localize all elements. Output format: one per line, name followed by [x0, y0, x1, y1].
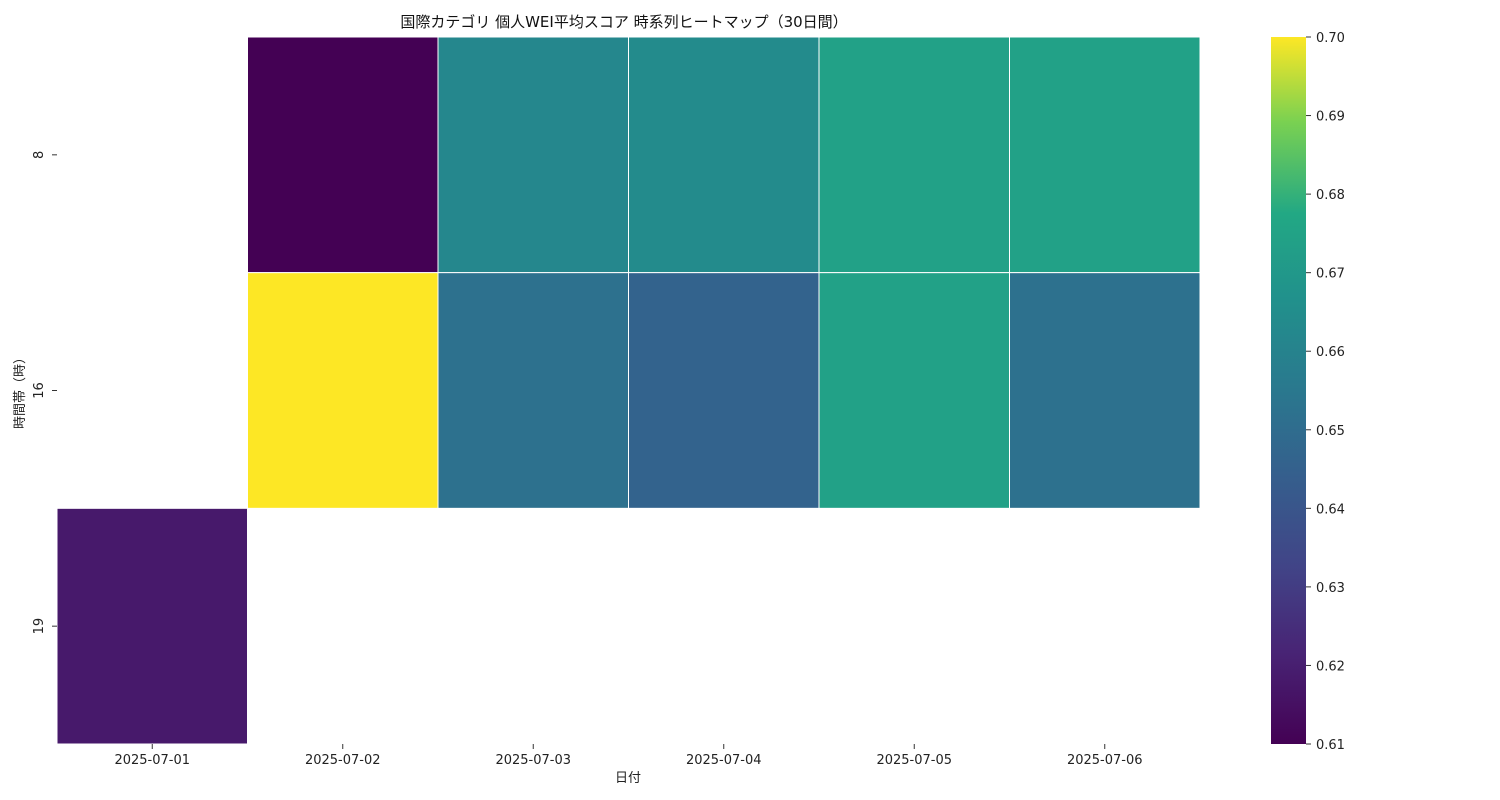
heatmap-cell [247, 272, 439, 509]
colorbar-gradient [1271, 37, 1306, 744]
heatmap-cell [56, 507, 248, 745]
heatmap-cell [1009, 36, 1201, 274]
heatmap-cell [818, 36, 1010, 274]
heatmap-cell [628, 36, 820, 274]
colorbar-tick-label: 0.68 [1316, 188, 1345, 203]
x-tick-label: 2025-07-05 [876, 753, 952, 768]
y-tick-label: 16 [32, 382, 47, 399]
colorbar-tick-label: 0.64 [1316, 502, 1345, 517]
y-tick-label: 19 [32, 618, 47, 635]
heatmap-cell [818, 272, 1010, 509]
heatmap-cell [437, 36, 629, 274]
chart-title: 国際カテゴリ 個人WEI平均スコア 時系列ヒートマップ（30日間） [400, 13, 847, 31]
y-axis-label: 時間帯（時） [13, 351, 28, 429]
colorbar-tick-label: 0.62 [1316, 659, 1345, 674]
colorbar-tick-label: 0.70 [1316, 31, 1345, 46]
colorbar-tick-label: 0.67 [1316, 267, 1345, 282]
x-tick-label: 2025-07-02 [305, 753, 381, 768]
y-tick-label: 8 [32, 151, 47, 159]
colorbar-tick-label: 0.69 [1316, 110, 1345, 125]
x-tick-label: 2025-07-06 [1067, 753, 1143, 768]
colorbar-tick-label: 0.61 [1316, 738, 1345, 753]
x-tick-label: 2025-07-03 [495, 753, 571, 768]
colorbar-ticks: 0.61 0.62 0.63 0.64 0.65 0.66 0.67 0.68 0.69 0.70 [1306, 31, 1345, 753]
x-axis-ticks: 2025-07-01 2025-07-02 2025-07-03 2025-07-04… [114, 744, 1143, 768]
heatmap-cell [247, 36, 439, 274]
colorbar-tick-label: 0.63 [1316, 581, 1345, 596]
x-tick-label: 2025-07-04 [686, 753, 762, 768]
heatmap-cell [437, 272, 629, 509]
heatmap-cells [56, 36, 1201, 745]
y-axis-ticks: 8 16 19 [32, 151, 57, 635]
colorbar-tick-label: 0.66 [1316, 345, 1345, 360]
x-axis-label: 日付 [615, 771, 641, 786]
x-tick-label: 2025-07-01 [114, 753, 190, 768]
colorbar: 0.61 0.62 0.63 0.64 0.65 0.66 0.67 0.68 0.69 0.70 [1271, 31, 1345, 753]
heatmap-cell [628, 272, 820, 509]
heatmap-cell [1009, 272, 1201, 509]
colorbar-tick-label: 0.65 [1316, 424, 1345, 439]
